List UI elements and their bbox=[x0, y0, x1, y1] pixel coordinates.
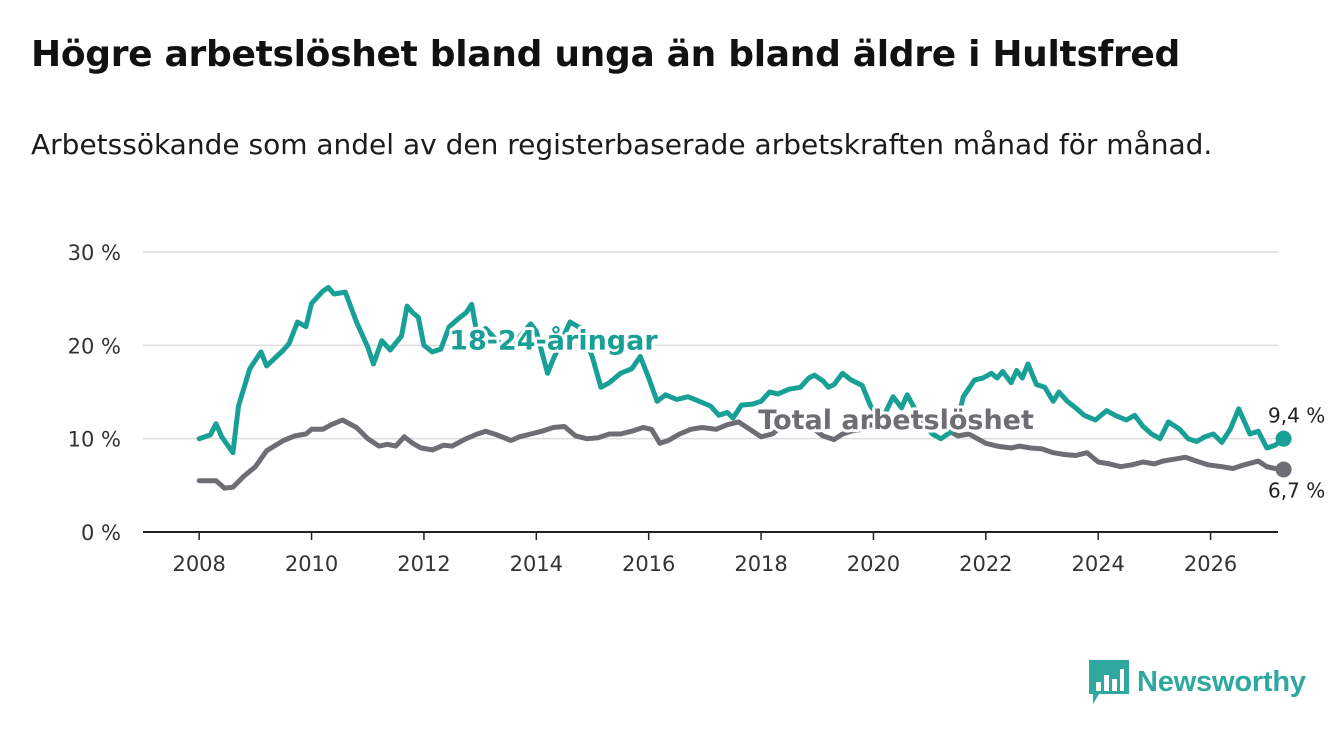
total-end-point bbox=[1275, 461, 1292, 478]
chart-title: Högre arbetslöshet bland unga än bland ä… bbox=[31, 34, 1180, 75]
youth-unemployment-line bbox=[196, 285, 1287, 456]
x-axis: 2008 2010 2012 2014 2016 2018 2020 2022 2024 2026 bbox=[143, 531, 1278, 576]
x-tick-label: 2014 bbox=[510, 552, 563, 576]
y-axis: 0 % 10 % 20 % 30 % bbox=[68, 241, 121, 545]
brand-name: Newsworthy bbox=[1137, 665, 1306, 698]
total-end-value-label: 6,7 % bbox=[1268, 478, 1325, 502]
youth-series-label: 18-24-åringar bbox=[449, 325, 658, 357]
y-tick-label: 20 % bbox=[68, 334, 121, 358]
total-unemployment-line bbox=[196, 414, 1287, 491]
youth-end-point bbox=[1275, 430, 1292, 447]
x-tick-label: 2010 bbox=[285, 552, 338, 576]
y-tick-label: 0 % bbox=[81, 521, 121, 545]
newsworthy-logo: Newsworthy bbox=[1089, 660, 1306, 704]
x-tick-label: 2018 bbox=[734, 552, 787, 576]
x-tick-label: 2022 bbox=[959, 552, 1012, 576]
x-tick-label: 2026 bbox=[1184, 552, 1237, 576]
y-tick-label: 30 % bbox=[68, 241, 121, 265]
gridlines bbox=[143, 251, 1278, 440]
x-tick-label: 2020 bbox=[847, 552, 900, 576]
chart-subtitle: Arbetssökande som andel av den registerb… bbox=[31, 128, 1213, 161]
series-lines bbox=[196, 285, 1292, 491]
newsworthy-chart-icon bbox=[1089, 660, 1129, 704]
total-series-label: Total arbetslöshet bbox=[758, 405, 1034, 436]
x-tick-label: 2012 bbox=[397, 552, 450, 576]
y-tick-label: 10 % bbox=[68, 428, 121, 452]
youth-end-value-label: 9,4 % bbox=[1268, 404, 1325, 428]
x-tick-label: 2016 bbox=[622, 552, 675, 576]
x-tick-label: 2024 bbox=[1071, 552, 1124, 576]
series-labels: 18-24-åringar Total arbetslöshet 9,4 % 6,7 … bbox=[446, 322, 1327, 505]
x-tick-label: 2008 bbox=[172, 552, 225, 576]
